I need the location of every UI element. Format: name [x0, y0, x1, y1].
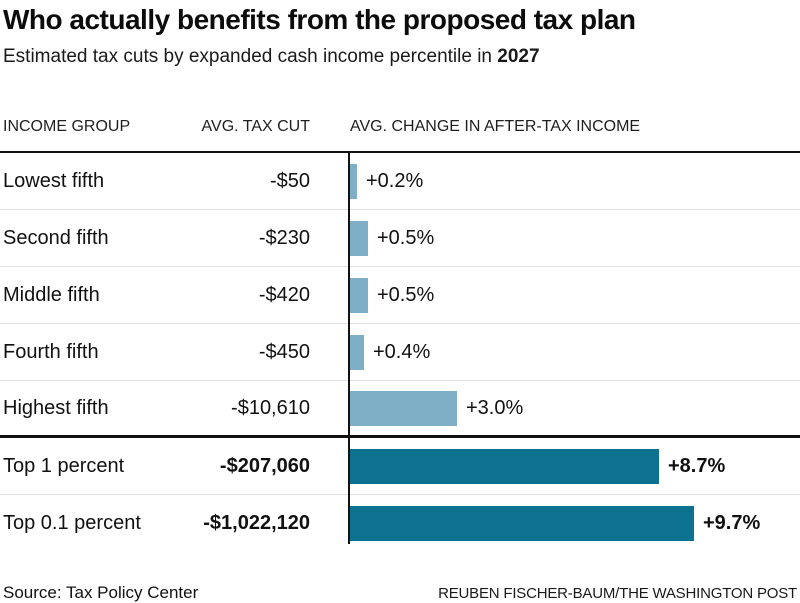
table-row: Second fifth -$230 +0.5%	[0, 210, 800, 267]
bar-cell: +9.7%	[310, 495, 800, 552]
income-group-label: Top 1 percent	[3, 454, 125, 477]
income-group-label: Fourth fifth	[3, 340, 99, 363]
col-header-income-group: INCOME GROUP	[3, 118, 131, 135]
pct-label: +3.0%	[466, 396, 524, 419]
bar-cell: +8.7%	[310, 438, 800, 494]
bar	[350, 334, 364, 370]
footer: Source: Tax Policy Center REUBEN FISCHER…	[0, 583, 800, 603]
avg-tax-cut-value: -$50	[269, 169, 310, 192]
pct-label: +9.7%	[703, 512, 761, 534]
pct-label: +0.4%	[373, 340, 431, 363]
bar-cell: +0.2%	[310, 153, 800, 209]
table-row: Middle fifth -$420 +0.5%	[0, 267, 800, 324]
table-row: Lowest fifth -$50 +0.2%	[0, 153, 800, 210]
bar-cell: +0.5%	[310, 210, 800, 266]
chart-table: Lowest fifth -$50 +0.2% Second fifth -$2…	[0, 151, 800, 552]
avg-tax-cut-value: -$420	[258, 283, 310, 306]
subtitle-text: Estimated tax cuts by expanded cash inco…	[3, 46, 498, 67]
bar-cell: +0.4%	[310, 324, 800, 380]
pct-label: +8.7%	[668, 454, 726, 477]
table-row: Highest fifth -$10,610 +3.0%	[0, 381, 800, 438]
pct-label: +0.5%	[377, 226, 435, 249]
subtitle-year: 2027	[497, 46, 540, 67]
income-group-label: Lowest fifth	[3, 169, 105, 192]
axis-line	[348, 153, 350, 544]
income-group-label: Middle fifth	[3, 283, 100, 306]
avg-tax-cut-value: -$450	[258, 340, 310, 363]
bar	[350, 506, 694, 541]
avg-tax-cut-value: -$10,610	[231, 396, 310, 419]
chart-title: Who actually benefits from the proposed …	[3, 4, 636, 35]
bar-cell: +0.5%	[310, 267, 800, 323]
income-group-label: Highest fifth	[3, 396, 109, 419]
source-note: Source: Tax Policy Center	[3, 583, 199, 602]
bar	[350, 448, 659, 484]
bar	[350, 220, 368, 256]
column-headers: INCOME GROUP AVG. TAX CUT AVG. CHANGE IN…	[0, 118, 800, 136]
income-group-label: Top 0.1 percent	[3, 512, 141, 534]
table-row: Top 0.1 percent -$1,022,120 +9.7%	[0, 495, 800, 552]
table-row: Fourth fifth -$450 +0.4%	[0, 324, 800, 381]
income-group-label: Second fifth	[3, 226, 109, 249]
byline-credit: REUBEN FISCHER-BAUM/THE WASHINGTON POST	[438, 585, 797, 602]
avg-tax-cut-value: -$1,022,120	[203, 512, 310, 534]
bar	[350, 163, 357, 199]
avg-tax-cut-value: -$230	[258, 226, 310, 249]
bar-cell: +3.0%	[310, 381, 800, 435]
pct-label: +0.2%	[366, 169, 424, 192]
table-row: Top 1 percent -$207,060 +8.7%	[0, 438, 800, 495]
col-header-avg-change: AVG. CHANGE IN AFTER-TAX INCOME	[350, 118, 641, 135]
col-header-avg-tax-cut: AVG. TAX CUT	[201, 118, 310, 135]
chart-subtitle: Estimated tax cuts by expanded cash inco…	[3, 46, 800, 68]
avg-tax-cut-value: -$207,060	[219, 454, 310, 477]
bar	[350, 277, 368, 313]
pct-label: +0.5%	[377, 283, 435, 306]
bar	[350, 390, 457, 426]
